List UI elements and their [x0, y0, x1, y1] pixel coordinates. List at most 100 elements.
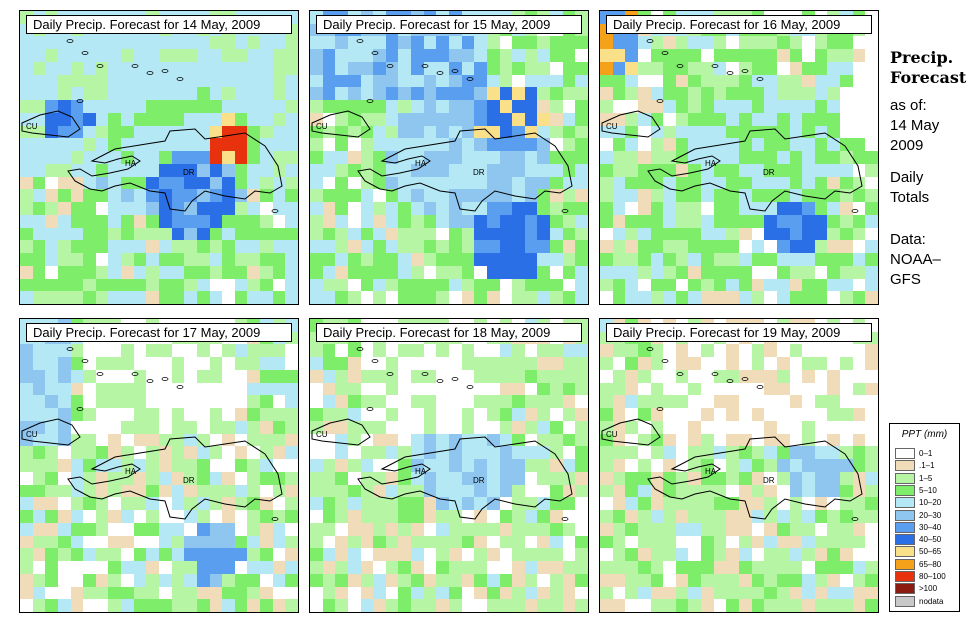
grid-cell	[575, 112, 588, 127]
grid-cell	[32, 240, 46, 254]
grid-cell	[171, 100, 185, 114]
grid-cell	[360, 87, 374, 101]
grid-cell	[247, 61, 261, 76]
panel-title: Daily Precip. Forecast for 17 May, 2009	[26, 323, 292, 342]
grid-cell	[322, 100, 336, 114]
legend-label: 50–65	[919, 547, 942, 557]
grid-cell	[272, 49, 286, 63]
grid-cell	[234, 291, 249, 304]
grid-cell	[234, 176, 249, 190]
grid-cell	[196, 278, 211, 292]
country-label-cuba: CU	[316, 430, 328, 439]
grid-cell	[20, 100, 34, 114]
legend-swatch	[895, 448, 915, 459]
grid-cell	[121, 100, 135, 114]
grid-cell	[121, 138, 135, 152]
grid-cell	[436, 112, 450, 127]
grid-cell	[272, 74, 286, 89]
grid-cell	[385, 112, 400, 127]
grid-cell	[196, 112, 211, 127]
grid-cell	[234, 253, 249, 267]
grid-cell	[234, 112, 249, 127]
grid-cell	[234, 163, 249, 178]
grid-cell	[436, 138, 450, 152]
grid-cell	[95, 278, 110, 292]
country-label-haiti: HA	[705, 467, 717, 476]
grid-cell	[159, 176, 173, 190]
panel-title: Daily Precip. Forecast for 15 May, 2009	[316, 15, 582, 34]
grid-cell	[159, 125, 173, 139]
grid-cell	[196, 49, 211, 63]
grid-cell	[285, 163, 298, 178]
small-island-outline	[451, 69, 459, 73]
grid-cell	[45, 278, 59, 292]
grid-cell	[133, 214, 147, 229]
grid-cell	[159, 100, 173, 114]
grid-cell	[423, 87, 437, 101]
grid-cell	[57, 100, 72, 114]
country-label-dominican_republic: DR	[473, 168, 485, 177]
grid-cell	[411, 87, 425, 101]
grid-cell	[20, 214, 34, 229]
grid-cell	[550, 87, 564, 101]
grid-cell	[184, 112, 198, 127]
grid-cell	[108, 125, 122, 139]
grid-cell	[461, 112, 475, 127]
grid-cell	[272, 214, 286, 229]
grid-cell	[575, 61, 588, 76]
grid-cell	[322, 138, 336, 152]
grid-cell	[285, 87, 298, 101]
grid-cell	[222, 202, 236, 216]
grid-cell	[234, 36, 249, 50]
grid-cell	[461, 100, 475, 114]
grid-cell	[247, 49, 261, 63]
grid-cell	[20, 61, 34, 76]
grid-cell	[171, 291, 185, 304]
grid-cell	[272, 265, 286, 280]
grid-cell	[57, 278, 72, 292]
grid-cell	[32, 100, 46, 114]
grid-cell	[196, 240, 211, 254]
legend-label: 0–1	[919, 449, 933, 458]
legend-label: 10–20	[919, 498, 942, 508]
grid-cell	[209, 151, 223, 165]
grid-cell	[411, 61, 425, 76]
grid-cell	[222, 49, 236, 63]
grid-cell	[171, 189, 185, 203]
grid-cell	[146, 151, 160, 165]
grid-cell	[347, 49, 362, 63]
small-island-outline	[741, 69, 749, 73]
forecast-panel-day4: Daily Precip. Forecast for 17 May, 2009 …	[19, 318, 299, 613]
grid-cell	[524, 112, 539, 127]
grid-cell	[398, 36, 412, 50]
legend-label: 5–10	[919, 485, 937, 495]
forecast-panel-day5: Daily Precip. Forecast for 18 May, 2009 …	[309, 318, 589, 613]
grid-cell	[411, 112, 425, 127]
grid-cell	[398, 87, 412, 101]
grid-cell	[260, 100, 274, 114]
grid-cell	[83, 189, 97, 203]
grid-cell	[121, 291, 135, 304]
grid-cell	[108, 112, 122, 127]
forecast-panel-day2: Daily Precip. Forecast for 15 May, 2009 …	[309, 10, 589, 305]
grid-cell	[272, 138, 286, 152]
grid-cell	[70, 214, 84, 229]
grid-cell	[45, 240, 59, 254]
grid-cell	[209, 240, 223, 254]
legend-label: 80–100	[919, 572, 946, 581]
grid-cell	[159, 87, 173, 101]
grid-cell	[121, 227, 135, 241]
grid-cell	[159, 214, 173, 229]
grid-cell	[95, 87, 110, 101]
grid-cell	[398, 49, 412, 63]
small-island-outline	[451, 377, 459, 381]
grid-cell	[45, 49, 59, 63]
grid-cell	[285, 227, 298, 241]
grid-cell	[222, 176, 236, 190]
grid-cell	[70, 291, 84, 304]
grid-cell	[310, 36, 324, 50]
grid-cell	[196, 125, 211, 139]
precip-grid	[310, 11, 588, 304]
grid-cell	[184, 214, 198, 229]
small-island-outline	[421, 372, 429, 376]
